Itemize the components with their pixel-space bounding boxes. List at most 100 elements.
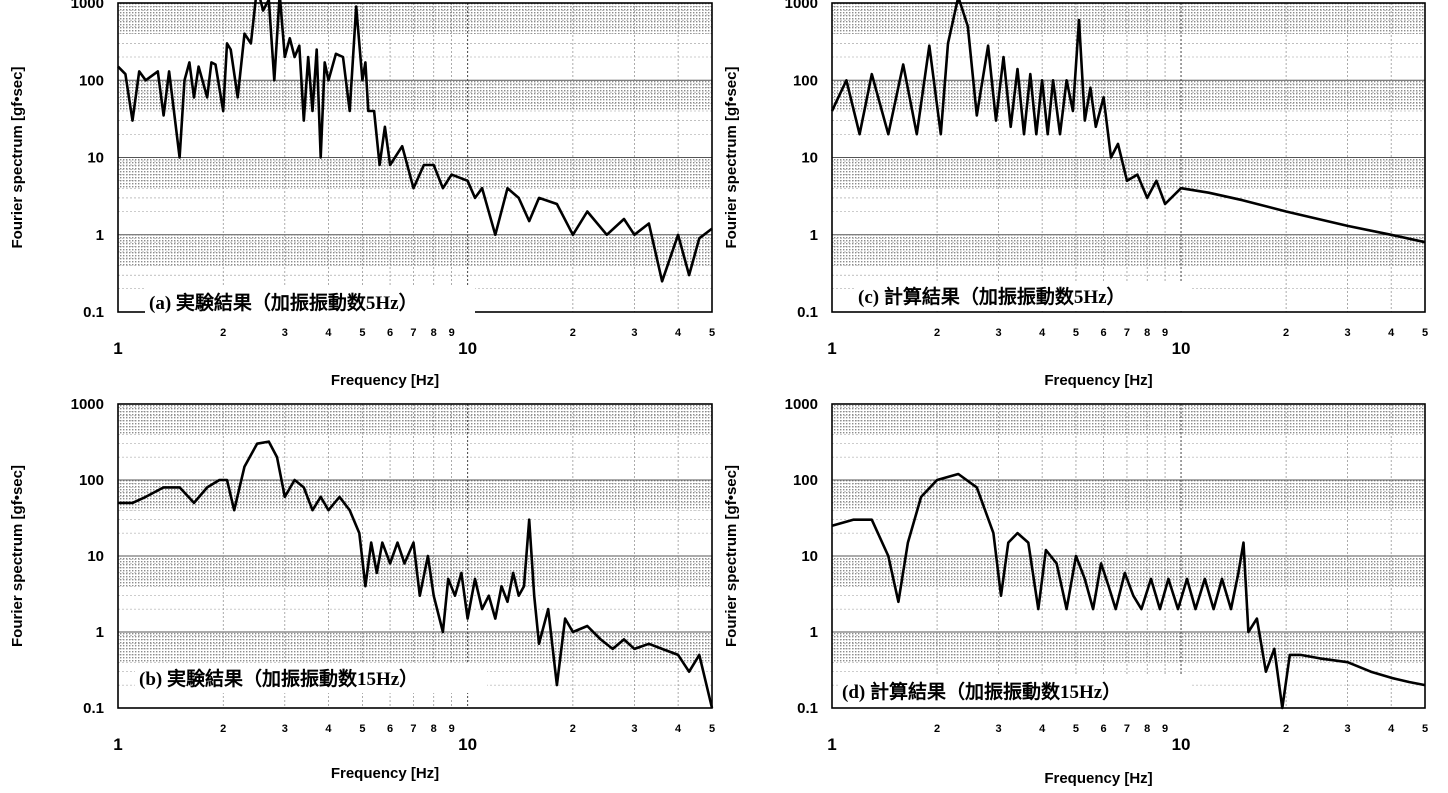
x-tick-label: 3 (631, 327, 637, 339)
plot-shading-band (118, 234, 712, 266)
y-tick-label: 100 (793, 472, 818, 489)
y-tick-label: 0.1 (797, 700, 818, 717)
plot-shading-band (118, 80, 712, 111)
y-tick-label: 10 (801, 150, 818, 167)
x-tick-label: 1 (113, 339, 122, 358)
x-tick-label: 10 (458, 735, 477, 754)
plot-frame (831, 403, 1426, 709)
panel-caption: (b) 実験結果（加振振動数15Hz） (139, 667, 418, 690)
plot-shading-band (832, 234, 1425, 266)
y-tick-label: 0.1 (83, 700, 104, 717)
x-tick-label: 9 (449, 723, 455, 735)
panel-caption: (c) 計算結果（加振振動数5Hz） (858, 285, 1126, 308)
x-tick-label: 2 (934, 327, 940, 339)
x-axis-title: Frequency [Hz] (331, 765, 439, 782)
panel-caption: (d) 計算結果（加振振動数15Hz） (842, 680, 1121, 703)
plot-shading-band (832, 404, 1425, 435)
x-tick-label: 4 (1039, 327, 1046, 339)
x-tick-label: 4 (1388, 327, 1395, 339)
x-tick-label: 8 (1144, 723, 1150, 735)
y-tick-label: 100 (79, 72, 104, 89)
x-tick-label: 5 (1422, 327, 1428, 339)
x-tick-label: 8 (431, 327, 437, 339)
x-tick-label: 7 (1124, 327, 1130, 339)
x-tick-label: 7 (410, 327, 416, 339)
x-axis-title: Frequency [Hz] (331, 372, 439, 389)
y-tick-label: 0.1 (83, 304, 104, 321)
y-axis-title: Fourier spectrum [gf•sec] (9, 67, 26, 249)
plot-shading-band (118, 404, 712, 435)
y-tick-label: 1000 (785, 0, 818, 12)
x-tick-label: 5 (359, 723, 365, 735)
plot-frame (831, 2, 1426, 313)
x-tick-label: 4 (675, 723, 682, 735)
y-axis-title: Fourier spectrum [gf•sec] (723, 67, 740, 249)
x-tick-label: 10 (458, 339, 477, 358)
x-tick-label: 10 (1172, 735, 1191, 754)
y-tick-label: 1 (810, 227, 818, 244)
y-tick-label: 1 (96, 624, 104, 641)
x-tick-label: 3 (631, 723, 637, 735)
plot-shading-band (832, 480, 1425, 511)
x-tick-label: 7 (410, 723, 416, 735)
y-tick-label: 1 (96, 227, 104, 244)
x-tick-label: 9 (1162, 327, 1168, 339)
caption-box (838, 676, 1190, 706)
x-tick-label: 3 (282, 723, 288, 735)
chart-panel-d: 1000 100 10 1 0.1 1 2 3 4 5 6 7 8 9 10 2 3 4 5 Frequency [H… (723, 396, 1428, 787)
x-tick-label: 6 (387, 723, 393, 735)
x-tick-label: 2 (220, 723, 226, 735)
x-tick-label: 2 (220, 327, 226, 339)
x-tick-label: 3 (995, 327, 1001, 339)
plot-shading-band (832, 3, 1425, 34)
panel-caption: (a) 実験結果（加振振動数5Hz） (149, 291, 418, 314)
series-line-d-0 (831, 472, 1426, 710)
y-tick-label: 1000 (785, 396, 818, 413)
x-tick-label: 6 (1101, 723, 1107, 735)
y-tick-label: 10 (87, 150, 104, 167)
x-tick-label: 9 (449, 327, 455, 339)
y-tick-label: 1 (810, 624, 818, 641)
series-line-b-0 (118, 440, 714, 709)
plot-shading-band (832, 632, 1425, 663)
caption-box (135, 663, 487, 693)
caption-box (145, 287, 475, 317)
x-tick-label: 3 (1345, 327, 1351, 339)
x-tick-label: 9 (1162, 723, 1168, 735)
x-tick-label: 2 (934, 723, 940, 735)
x-tick-label: 2 (1283, 723, 1289, 735)
x-tick-label: 8 (1144, 327, 1150, 339)
y-tick-label: 0.1 (797, 304, 818, 321)
series-line-a-0 (117, 0, 713, 283)
y-tick-label: 100 (79, 472, 104, 489)
caption-box (854, 281, 1190, 311)
x-tick-label: 4 (325, 327, 332, 339)
x-tick-label: 5 (1073, 723, 1079, 735)
y-axis-title: Fourier spectrum [gf•sec] (9, 465, 26, 647)
plot-shading-band (832, 80, 1425, 111)
x-tick-label: 5 (709, 723, 715, 735)
plot-shading-band (118, 3, 712, 34)
x-axis-title: Frequency [Hz] (1044, 372, 1152, 389)
x-tick-label: 4 (1388, 723, 1395, 735)
x-tick-label: 3 (1345, 723, 1351, 735)
x-tick-label: 1 (827, 339, 836, 358)
y-tick-label: 100 (793, 72, 818, 89)
x-tick-label: 5 (709, 327, 715, 339)
x-tick-label: 5 (359, 327, 365, 339)
x-tick-label: 3 (995, 723, 1001, 735)
series-line-c-0 (830, 0, 1426, 244)
plot-shading-band (118, 480, 712, 511)
x-tick-label: 10 (1172, 339, 1191, 358)
plot-shading-band (118, 632, 712, 663)
plot-frame (117, 403, 713, 709)
x-tick-label: 1 (827, 735, 836, 754)
y-tick-label: 10 (87, 548, 104, 565)
x-tick-label: 5 (1422, 723, 1428, 735)
y-tick-label: 1000 (71, 0, 104, 12)
x-tick-label: 8 (431, 723, 437, 735)
x-tick-label: 3 (282, 327, 288, 339)
